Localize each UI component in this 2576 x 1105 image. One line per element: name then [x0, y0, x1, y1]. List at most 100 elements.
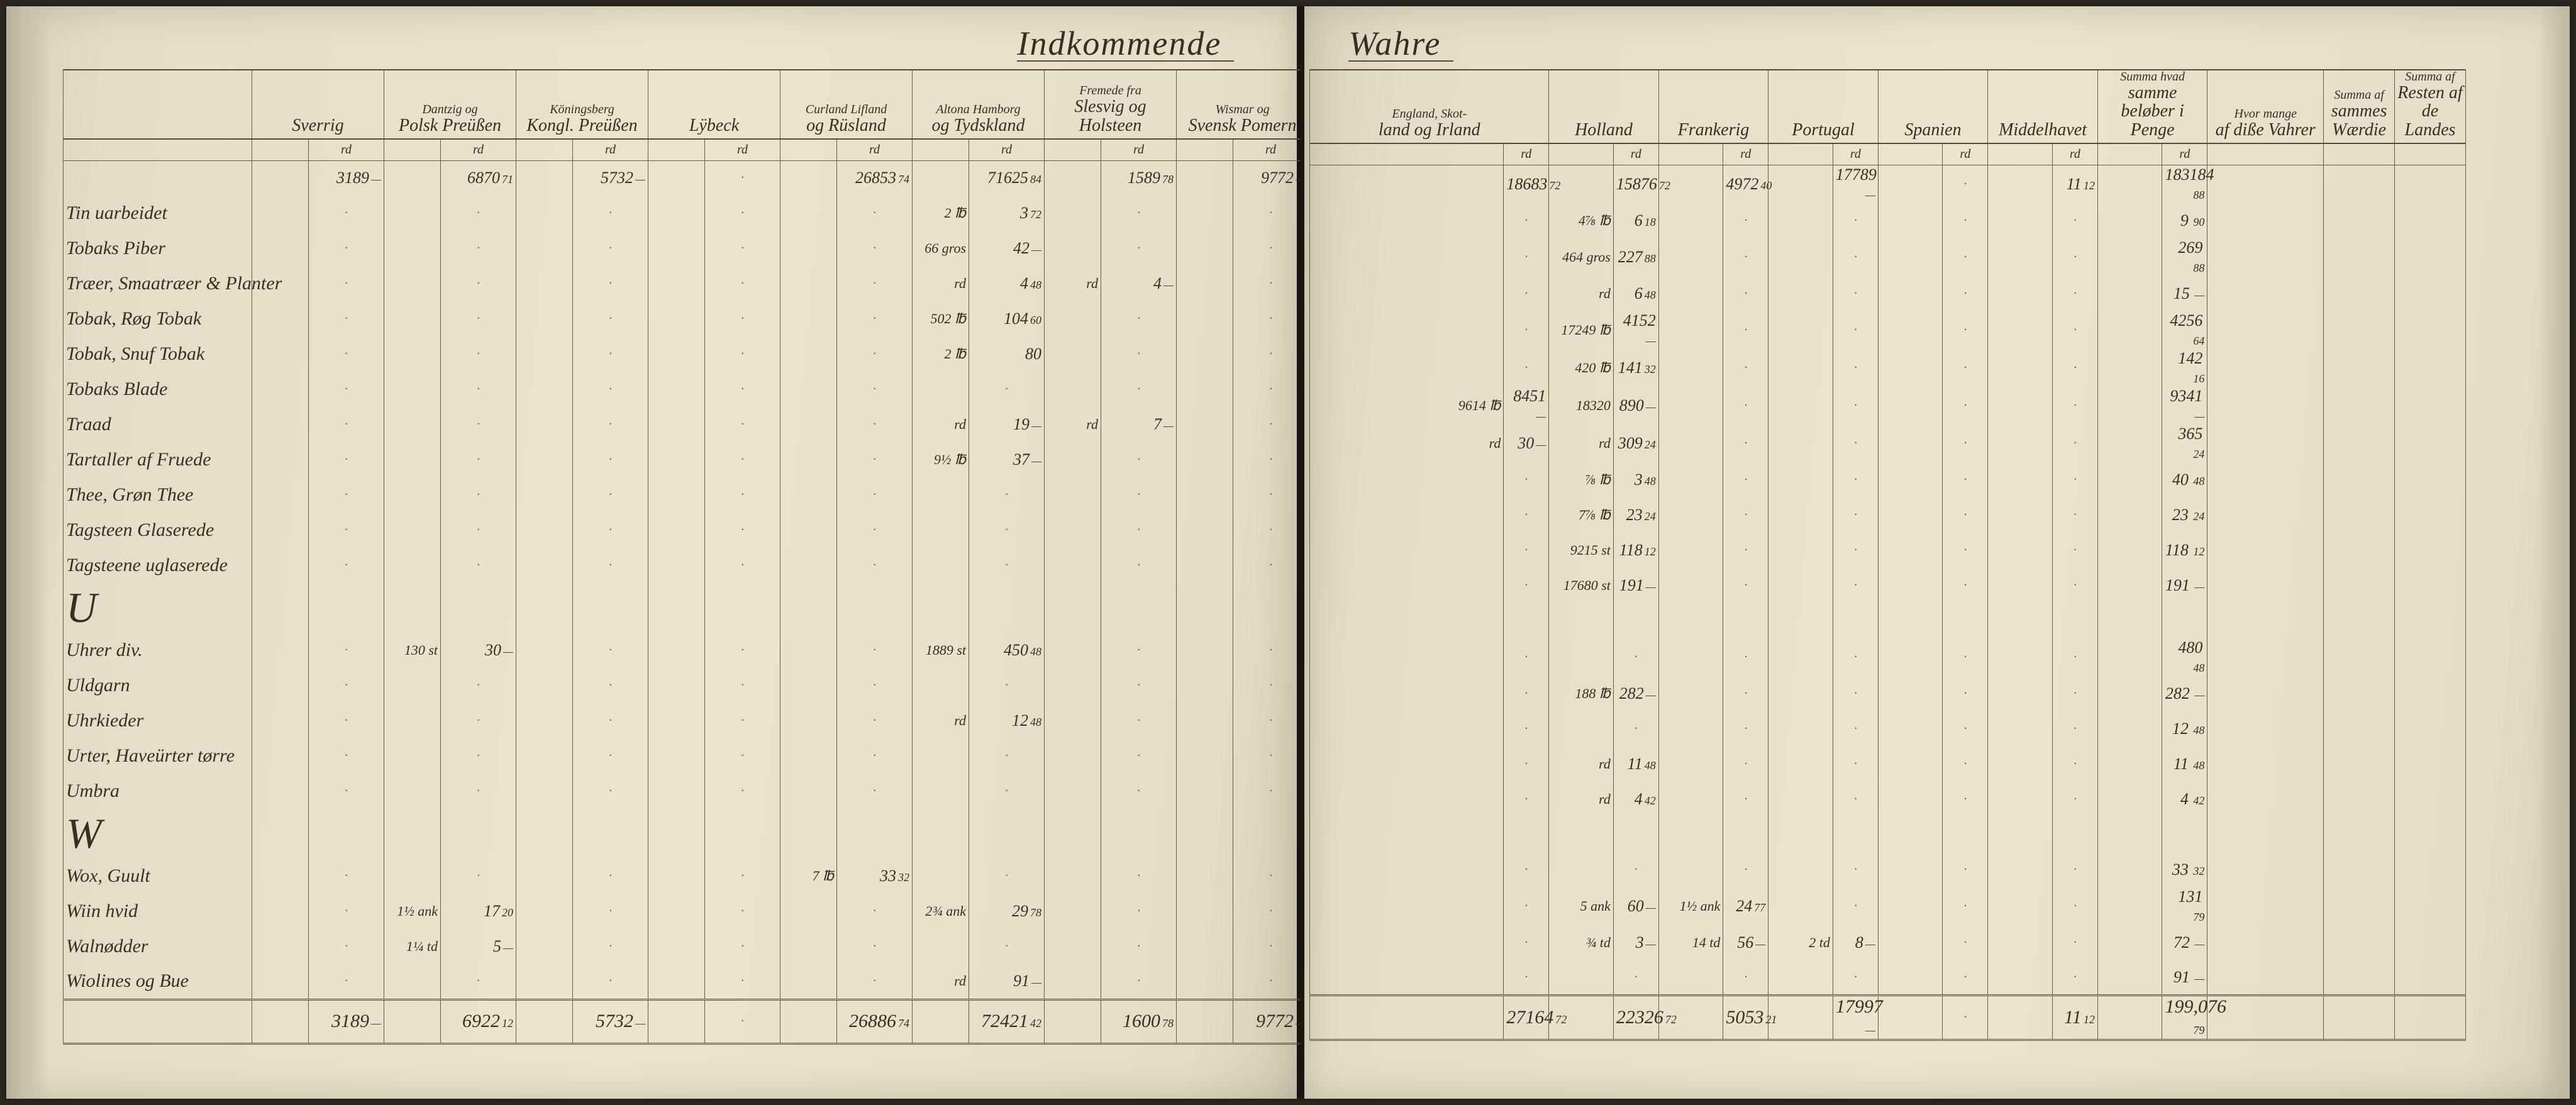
val-cell: 142 16	[2162, 349, 2207, 387]
qty-cell	[1658, 996, 1723, 1040]
qty-cell	[2097, 852, 2162, 887]
qty-cell	[384, 858, 441, 894]
val-cell	[2052, 676, 2097, 711]
val-cell	[1233, 633, 1309, 668]
val-cell	[1233, 774, 1309, 809]
qty-cell	[780, 442, 837, 477]
qty-cell	[648, 513, 705, 548]
qty-cell	[780, 999, 837, 1043]
val-cell	[1613, 711, 1658, 747]
val-cell	[573, 964, 648, 999]
qty-cell	[384, 999, 441, 1043]
qty-cell	[1878, 676, 1943, 711]
qty-cell	[1658, 425, 1723, 462]
qty-cell: 2¾ ank	[913, 894, 969, 929]
val-cell	[441, 196, 516, 231]
qty-cell	[252, 336, 309, 372]
qty-cell	[1310, 203, 1504, 238]
data-row: Wox, Guult33 32	[1310, 852, 2537, 887]
val-cell	[1943, 568, 1988, 603]
qty-cell	[1177, 336, 1233, 372]
qty-cell	[2097, 996, 2162, 1040]
qty-cell: 1¼ td	[384, 929, 441, 964]
qty-cell	[2097, 276, 2162, 311]
val-cell: 5732—	[573, 999, 648, 1043]
val-cell: 8451—	[1504, 387, 1549, 425]
qty-cell	[1988, 425, 2053, 462]
row-label: Uhrkieder	[64, 703, 252, 738]
qty-cell	[516, 894, 573, 929]
val-cell	[309, 513, 384, 548]
qty-cell	[1988, 311, 2053, 349]
qty-cell	[516, 738, 573, 774]
qty-cell: rd	[1045, 407, 1101, 442]
val-cell	[1833, 852, 1878, 887]
val-cell	[2052, 782, 2097, 817]
qty-cell	[2097, 165, 2162, 203]
qty-cell	[384, 809, 441, 858]
val-cell	[1833, 349, 1878, 387]
val-cell	[1101, 583, 1177, 633]
val-cell	[309, 336, 384, 372]
qty-cell	[1310, 638, 1504, 676]
qty-cell	[1045, 929, 1101, 964]
val-cell: 11812	[1613, 533, 1658, 568]
val-cell	[1723, 852, 1768, 887]
qty-cell	[1878, 747, 1943, 782]
val-cell	[969, 548, 1045, 583]
data-row: Uhrkiederrd1248	[64, 703, 1309, 738]
val-cell	[441, 336, 516, 372]
val-cell	[309, 301, 384, 336]
qty-cell	[1045, 477, 1101, 513]
header-row-right: England, Skot-land og IrlandHollandFrank…	[1310, 70, 2537, 143]
ledger-book: Indkommende SverrigDantzig ogPolsk Preüß…	[6, 6, 2570, 1099]
qty-cell	[1988, 817, 2053, 852]
data-row: Tobaks Blade9614 ℔8451—18320890—9341 —	[1310, 387, 2537, 425]
qty-cell	[1658, 462, 1723, 497]
val-cell: 60—	[1613, 887, 1658, 925]
qty-cell	[1658, 603, 1723, 638]
val-cell	[1101, 548, 1177, 583]
qty-cell	[1310, 676, 1504, 711]
val-cell: 5732—	[573, 160, 648, 196]
val-cell	[1723, 462, 1768, 497]
qty-cell	[2097, 960, 2162, 996]
val-cell	[1723, 960, 1768, 996]
col-header-frankr: Frankerig	[1658, 70, 1768, 143]
val-cell: 30924	[1613, 425, 1658, 462]
val-cell: 2688674	[837, 999, 913, 1043]
qty-cell: 17249 ℔	[1549, 311, 1614, 349]
val-cell	[1101, 513, 1177, 548]
val-cell: 890—	[1613, 387, 1658, 425]
qty-cell	[384, 964, 441, 999]
val-cell	[1101, 477, 1177, 513]
val-cell	[573, 703, 648, 738]
qty-cell	[384, 548, 441, 583]
qty-cell	[1768, 349, 1833, 387]
qty-cell	[384, 301, 441, 336]
qty-cell	[516, 633, 573, 668]
qty-cell	[252, 583, 309, 633]
val-cell	[705, 809, 780, 858]
qty-cell	[1658, 387, 1723, 425]
qty-cell	[2097, 638, 2162, 676]
val-cell	[2052, 925, 2097, 960]
qty-cell	[1310, 925, 1504, 960]
row-label: Tobaks Blade	[64, 372, 252, 407]
qty-cell	[252, 477, 309, 513]
val-cell	[1504, 887, 1549, 925]
col-header-konigsb: KöningsbergKongl. Preüßen	[516, 70, 648, 139]
val-cell	[2052, 203, 2097, 238]
col-header-curland: Curland Liflandog Rüsland	[780, 70, 913, 139]
val-cell	[573, 633, 648, 668]
val-cell	[573, 774, 648, 809]
qty-cell	[2097, 925, 2162, 960]
qty-cell	[1177, 809, 1233, 858]
val-cell	[2162, 603, 2207, 638]
val-cell	[441, 703, 516, 738]
qty-cell	[1878, 311, 1943, 349]
val-cell	[705, 929, 780, 964]
data-row: Tagsteene uglaserede	[64, 548, 1309, 583]
qty-cell	[1045, 372, 1101, 407]
qty-cell	[384, 196, 441, 231]
